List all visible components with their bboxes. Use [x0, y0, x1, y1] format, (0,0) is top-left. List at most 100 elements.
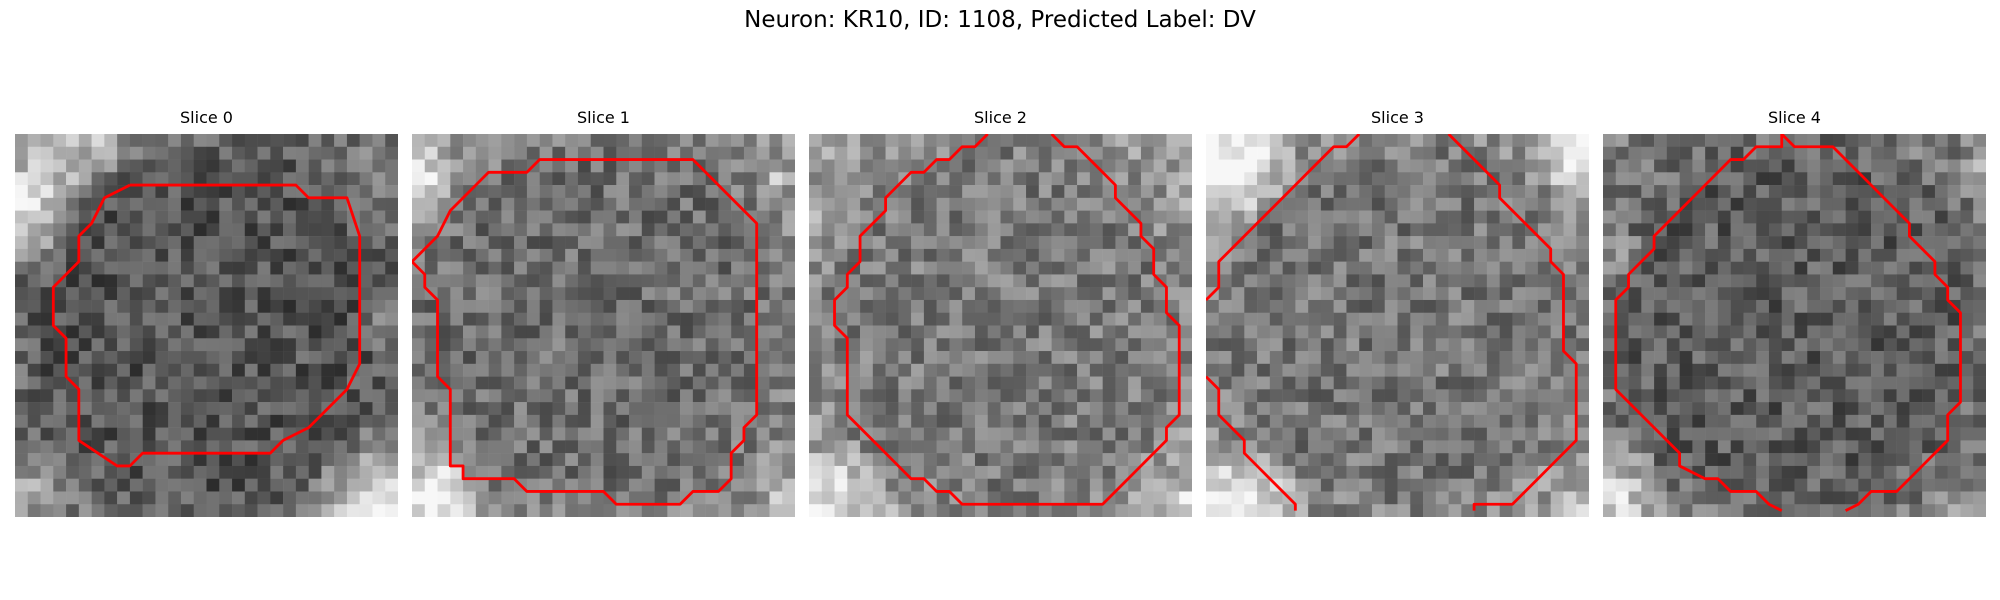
pixel [1794, 427, 1808, 441]
pixel [1308, 453, 1322, 467]
pixel [872, 172, 886, 186]
pixel [270, 504, 284, 517]
pixel [1486, 376, 1500, 390]
pixel [193, 414, 207, 428]
pixel [1768, 287, 1782, 301]
pixel [117, 402, 131, 416]
pixel [1730, 197, 1744, 211]
pixel [244, 159, 258, 173]
pixel [488, 402, 502, 416]
pixel [974, 159, 988, 173]
pixel [15, 389, 29, 403]
pixel [219, 146, 233, 160]
pixel [1628, 299, 1642, 313]
pixel [1960, 402, 1974, 416]
pixel [1537, 504, 1551, 517]
pixel [1346, 299, 1360, 313]
pixel [1218, 504, 1232, 517]
pixel [168, 146, 182, 160]
pixel [743, 134, 757, 148]
pixel [667, 376, 681, 390]
pixel [1960, 248, 1974, 262]
pixel [821, 363, 835, 377]
pixel [1013, 402, 1027, 416]
pixel [1102, 440, 1116, 454]
pixel [1550, 402, 1564, 416]
pixel [872, 402, 886, 416]
pixel [1269, 325, 1283, 339]
pixel [769, 261, 783, 275]
pixel [1705, 325, 1719, 339]
pixel [1666, 453, 1680, 467]
pixel [654, 427, 668, 441]
pixel [1845, 312, 1859, 326]
pixel [1320, 389, 1334, 403]
pixel [270, 236, 284, 250]
pixel [641, 465, 655, 479]
pixel [1282, 197, 1296, 211]
pixel [283, 185, 297, 199]
pixel [257, 491, 271, 505]
pixel [53, 299, 67, 313]
pixel [1282, 389, 1296, 403]
pixel [769, 465, 783, 479]
pixel [193, 134, 207, 148]
pixel [1474, 236, 1488, 250]
pixel [603, 210, 617, 224]
pixel [885, 236, 899, 250]
pixel [1883, 299, 1897, 313]
pixel [1153, 185, 1167, 199]
pixel [1499, 325, 1513, 339]
pixel [847, 236, 861, 250]
pixel [743, 261, 757, 275]
pixel [1206, 338, 1220, 352]
pixel [1692, 312, 1706, 326]
pixel [117, 504, 131, 517]
pixel [860, 465, 874, 479]
pixel [1218, 427, 1232, 441]
pixel [1768, 389, 1782, 403]
pixel [1743, 440, 1757, 454]
pixel [475, 363, 489, 377]
pixel [1077, 287, 1091, 301]
pixel [1474, 491, 1488, 505]
pixel [782, 478, 795, 492]
pixel [168, 427, 182, 441]
pixel [1206, 453, 1220, 467]
pixel [1371, 491, 1385, 505]
pixel [1077, 248, 1091, 262]
pixel [1026, 236, 1040, 250]
pixel [1563, 414, 1577, 428]
pixel [1089, 402, 1103, 416]
pixel [1756, 299, 1770, 313]
pixel [1768, 325, 1782, 339]
pixel [1474, 287, 1488, 301]
pixel [1896, 414, 1910, 428]
pixel [1934, 248, 1948, 262]
pixel [936, 402, 950, 416]
pixel [193, 146, 207, 160]
pixel [616, 504, 630, 517]
pixel [769, 491, 783, 505]
pixel [117, 389, 131, 403]
pixel [514, 274, 528, 288]
pixel [346, 248, 360, 262]
pixel [295, 274, 309, 288]
pixel [1295, 210, 1309, 224]
pixel [1102, 338, 1116, 352]
pixel [1410, 478, 1424, 492]
pixel [552, 338, 566, 352]
pixel [1615, 376, 1629, 390]
pixel [1883, 287, 1897, 301]
pixel [424, 389, 438, 403]
pixel [1026, 274, 1040, 288]
pixel [359, 312, 373, 326]
pixel [91, 172, 105, 186]
pixel [692, 287, 706, 301]
pixel [1153, 312, 1167, 326]
pixel [1115, 159, 1129, 173]
pixel [78, 185, 92, 199]
pixel [1282, 223, 1296, 237]
pixel [1832, 453, 1846, 467]
pixel [1692, 261, 1706, 275]
